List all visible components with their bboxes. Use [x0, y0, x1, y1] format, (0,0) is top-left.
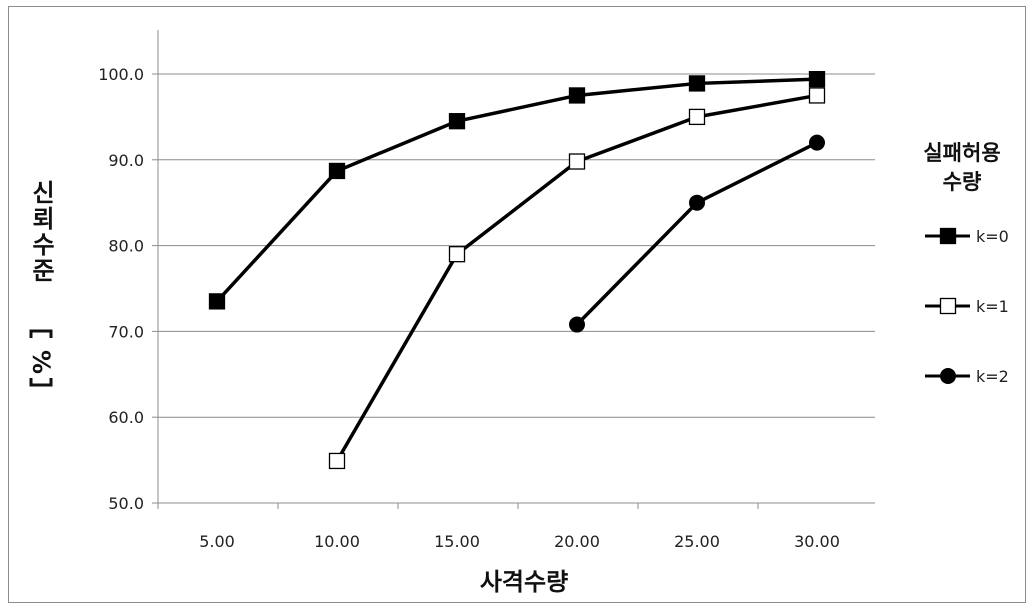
legend-marker — [939, 297, 957, 315]
data-point-k=1-x15 — [448, 246, 466, 263]
legend-item-k=2: k=2 — [925, 367, 1009, 386]
data-point-k=1-x25 — [688, 108, 706, 126]
data-point-k=2-x25 — [689, 194, 705, 211]
legend-item-k=1: k=1 — [925, 297, 1009, 316]
data-point-k=0-x30 — [808, 70, 826, 88]
legend-item-k=0: k=0 — [925, 227, 1009, 246]
legend-label: k=2 — [976, 367, 1009, 386]
data-point-k=2-x30 — [809, 134, 825, 151]
data-point-k=0-x5 — [208, 293, 226, 310]
x-tick-label: 20.00 — [554, 532, 600, 551]
y-axis-label: 신뢰수준 — [27, 180, 55, 284]
y-axis-title: 신뢰수준 % — [27, 180, 55, 387]
legend-title-line-2: 수량 — [943, 170, 982, 194]
series-line-k=2 — [575, 141, 818, 326]
legend-title-line-1: 실패허용 — [923, 141, 1000, 165]
data-point-k=2-x20 — [569, 316, 585, 333]
data-point-k=0-x10 — [328, 162, 346, 180]
data-point-k=1-x30 — [808, 87, 826, 104]
y-tick-label: 50.0 — [108, 494, 144, 513]
x-tick-label: 5.00 — [199, 532, 235, 551]
x-axis-title: 사격수량 — [480, 568, 568, 596]
legend-label: k=1 — [976, 297, 1009, 316]
data-point-k=0-x20 — [568, 87, 586, 104]
series-k=1 — [328, 87, 826, 470]
y-tick-label: 100.0 — [98, 65, 144, 84]
data-point-k=0-x15 — [448, 113, 466, 130]
x-tick-label: 25.00 — [674, 532, 720, 551]
series-line-k=0 — [215, 77, 818, 303]
y-axis-unit-bracket-bottom — [29, 378, 53, 387]
y-tick-label: 80.0 — [108, 237, 144, 256]
series-line-k=1 — [335, 93, 818, 462]
gridlines — [158, 73, 875, 418]
x-tick-labels: 5.00 10.00 15.00 20.00 25.00 30.00 — [199, 532, 840, 551]
series-k=0 — [208, 70, 826, 310]
x-tick-label: 30.00 — [794, 532, 840, 551]
data-point-k=1-x10 — [328, 452, 346, 470]
legend: 실패허용 수량 k=0 k=1 k=2 — [923, 141, 1009, 386]
legend-label: k=0 — [976, 227, 1009, 246]
legend-marker — [940, 368, 956, 384]
x-tick-label: 10.00 — [314, 532, 360, 551]
y-tick-label: 60.0 — [108, 408, 144, 427]
y-tick-label: 70.0 — [108, 322, 144, 341]
y-tick-label: 90.0 — [108, 151, 144, 170]
y-axis-unit-bracket-top — [29, 329, 53, 338]
series — [208, 70, 826, 470]
data-point-k=1-x20 — [568, 153, 586, 170]
x-tick-label: 15.00 — [434, 532, 480, 551]
axes — [152, 30, 875, 509]
series-k=2 — [569, 134, 825, 333]
data-point-k=0-x25 — [688, 75, 706, 92]
y-axis-unit: % — [27, 350, 55, 374]
y-tick-labels: 50.0 60.0 70.0 80.0 90.0 100.0 — [98, 65, 144, 513]
legend-marker — [939, 227, 957, 245]
